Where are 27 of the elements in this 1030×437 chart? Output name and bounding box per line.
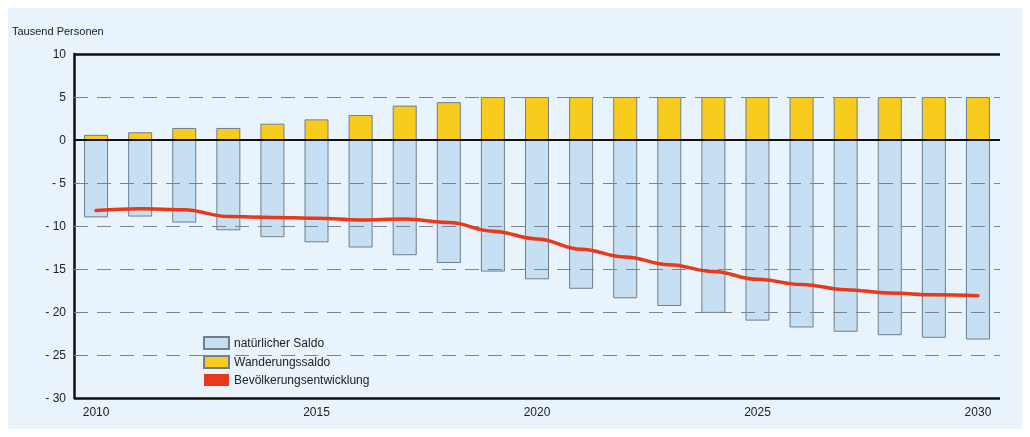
bar	[172, 127, 197, 140]
y-tick-label: 5	[59, 90, 67, 104]
x-tick-label: 2030	[964, 405, 992, 419]
x-tick-label: 2020	[523, 405, 551, 419]
y-axis-title: Tausend Personen	[12, 24, 104, 37]
legend-label: natürlicher Saldo	[234, 336, 325, 350]
bar	[436, 102, 461, 140]
y-tick-label: 10	[52, 47, 67, 61]
y-tick-label: - 5	[51, 176, 67, 190]
bar	[392, 105, 417, 140]
bar	[260, 123, 285, 140]
y-tick-label: - 10	[45, 219, 67, 233]
y-tick-label: - 30	[45, 391, 67, 405]
line-series	[94, 207, 980, 298]
bar	[348, 115, 373, 140]
y-tick-label: 0	[59, 133, 67, 147]
bar	[216, 127, 241, 140]
y-tick-label: - 15	[45, 262, 67, 276]
bar	[128, 132, 153, 140]
y-tick-label: - 25	[45, 348, 67, 362]
bar	[304, 119, 329, 140]
legend-label: Wanderungssaldo	[234, 355, 331, 369]
y-tick-label: - 20	[45, 305, 67, 319]
legend-label: Bevölkerungsentwicklung	[234, 373, 370, 387]
x-tick-label: 2010	[82, 405, 110, 419]
x-tick-label: 2025	[744, 405, 772, 419]
x-tick-label: 2015	[303, 405, 331, 419]
